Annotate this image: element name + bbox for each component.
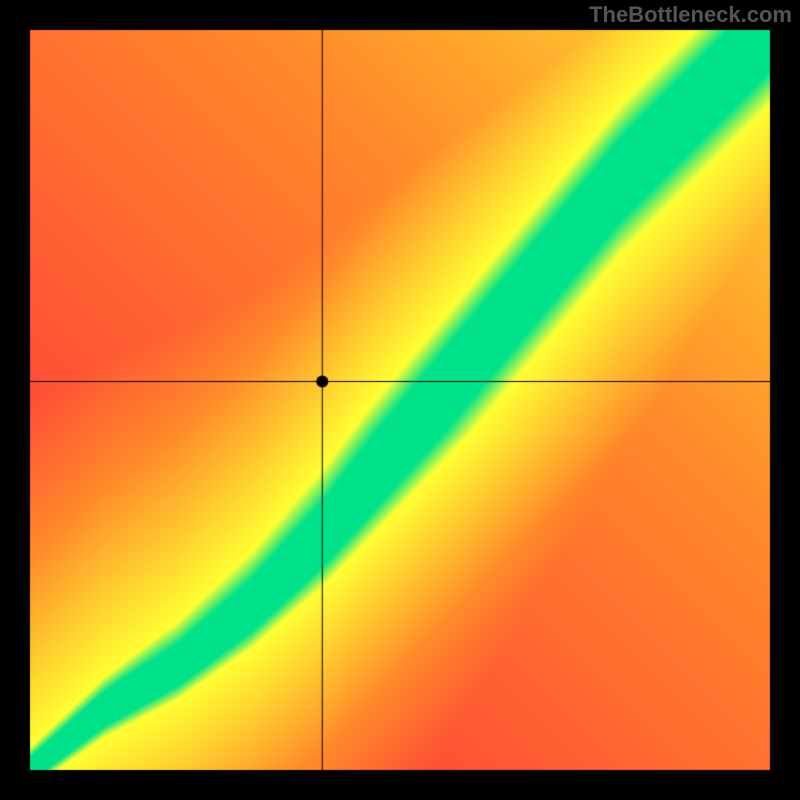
watermark-text: TheBottleneck.com — [589, 2, 792, 28]
heatmap-canvas — [0, 0, 800, 800]
chart-container: TheBottleneck.com — [0, 0, 800, 800]
